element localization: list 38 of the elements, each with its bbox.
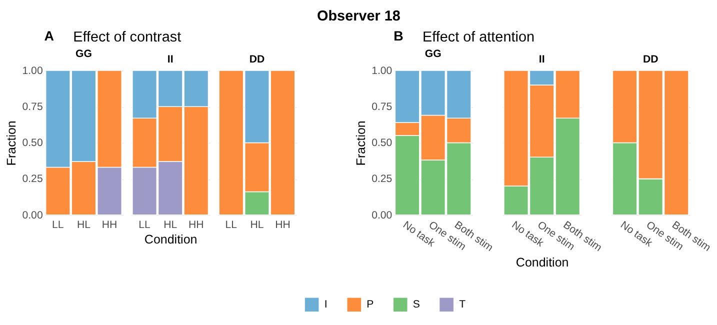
x-tick-label: LL	[52, 218, 64, 231]
y-tick-label: 0.25	[22, 173, 43, 186]
legend-label: I	[324, 298, 328, 311]
x-axis-title: Condition	[144, 232, 198, 246]
text: A	[44, 28, 54, 44]
y-tick-label: 0.50	[22, 137, 43, 150]
x-tick-label: HL	[164, 218, 178, 231]
text: Observer 18	[317, 8, 400, 24]
y-tick-label: 1.00	[372, 64, 392, 77]
text: Effect of attention	[422, 30, 534, 46]
chart-title: II	[167, 53, 174, 66]
x-axis-title: Condition	[516, 256, 569, 270]
y-tick-label: 0.25	[372, 173, 392, 186]
y-axis-title: Fraction	[354, 120, 368, 166]
x-tick-label: HH	[188, 218, 204, 231]
legend-label: P	[366, 298, 374, 311]
y-tick-label: 0.00	[372, 209, 392, 222]
text: Effect of contrast	[73, 30, 182, 46]
y-axis-title: Fraction	[4, 120, 18, 166]
legend-label: T	[459, 298, 466, 311]
chart-title: GG	[424, 48, 442, 60]
chart-title: GG	[75, 48, 92, 60]
chart-title: DD	[249, 53, 265, 66]
y-tick-label: 0.50	[372, 137, 392, 150]
x-tick-label: LL	[138, 218, 151, 231]
text: B	[394, 28, 404, 44]
x-tick-label: HH	[102, 218, 118, 231]
y-tick-label: 0.00	[22, 209, 43, 222]
x-tick-label: HL	[76, 218, 91, 231]
y-tick-label: 0.75	[372, 100, 392, 113]
chart-title: DD	[642, 53, 659, 66]
x-tick-label: HH	[275, 218, 290, 231]
legend-label: S	[412, 298, 420, 311]
x-tick-label: HL	[250, 218, 264, 231]
y-tick-label: 0.75	[22, 100, 43, 113]
y-tick-label: 1.00	[22, 64, 43, 77]
chart-title: II	[538, 53, 545, 66]
x-tick-label: LL	[225, 218, 238, 231]
